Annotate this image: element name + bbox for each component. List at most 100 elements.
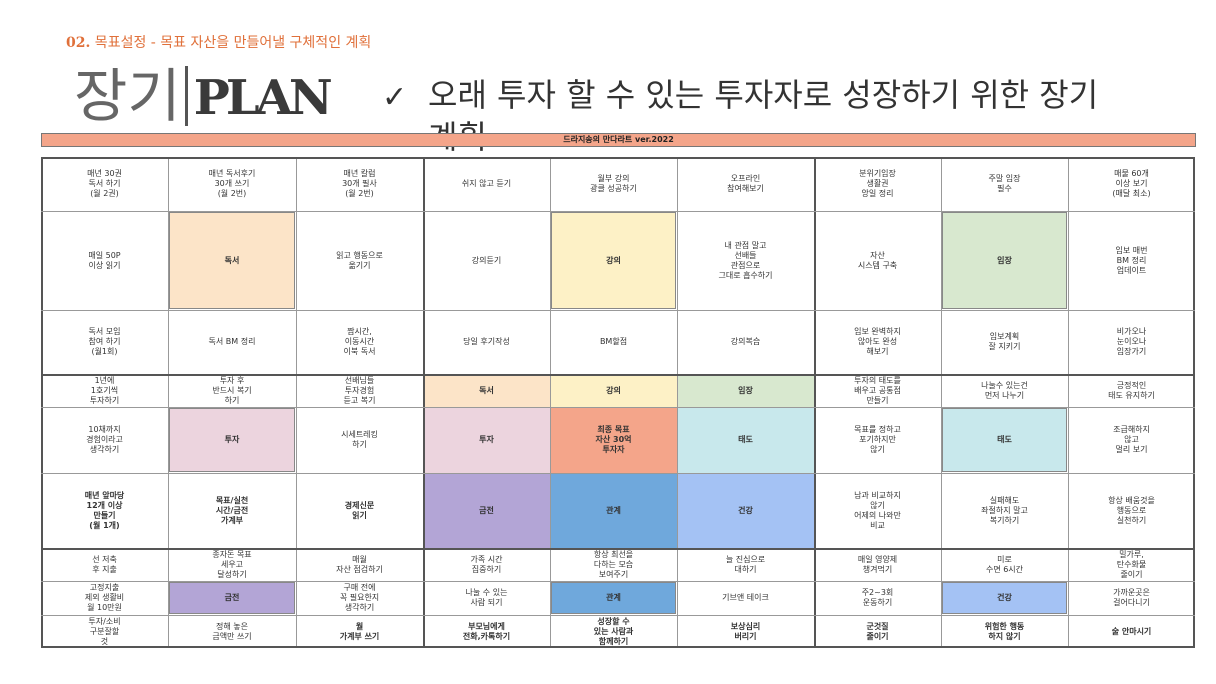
mandalart-cell: 시세트레킹 하기 xyxy=(341,430,378,449)
mandalart-cell: 건강 xyxy=(677,473,814,548)
mandalart-cell: 군것질 줄이기 xyxy=(866,621,889,641)
mandalart-cell: 가족 시간 집중하기 xyxy=(470,554,503,574)
mandalart-cell: 매년 30권 독서 하기 (월 2권) xyxy=(87,169,122,198)
mandalart-cell: 독서 xyxy=(169,212,295,309)
grid-line xyxy=(1068,157,1069,648)
mandalart-cell: 독서 모임 참여 하기 (월1회) xyxy=(88,327,121,356)
grid-line xyxy=(41,407,1195,408)
mandalart-cell: 구매 전에 꼭 필요한지 생각하기 xyxy=(339,583,380,612)
page-title-latin: PLAN xyxy=(193,70,333,126)
mandalart-cell: 관계 xyxy=(550,473,677,548)
mandalart-cell: 기브앤 테이크 xyxy=(722,593,769,602)
section-subtitle-text: 목표설정 - 목표 자산을 만들어낼 구체적인 계획 xyxy=(90,35,372,51)
mandalart-cell: 미로 수면 6시간 xyxy=(985,554,1024,574)
mandalart-cell: 독서 xyxy=(423,374,550,407)
mandalart-cell: 매년 독서후기 30개 쓰기 (월 2번) xyxy=(208,169,256,198)
mandalart-cell: 건강 xyxy=(942,582,1067,614)
grid-line xyxy=(677,157,678,648)
mandalart-cell: 투자 xyxy=(169,408,295,472)
mandalart-cell: 정해 놓은 금액만 쓰기 xyxy=(212,621,252,641)
mandalart-cell: 1년에 1호기씩 투자하기 xyxy=(89,375,120,405)
mandalart-cell: 임보 매번 BM 정리 업데이트 xyxy=(1115,245,1148,275)
grid-line xyxy=(423,157,425,648)
grid-line xyxy=(41,310,1195,311)
mandalart-cell: 고정지출 제외 생활비 월 10만원 xyxy=(84,583,125,612)
mandalart-cell: 임장 xyxy=(677,374,814,407)
mandalart-cell: 매월 자산 점검하기 xyxy=(336,554,383,574)
grid-line xyxy=(41,374,1195,376)
mandalart-cell: 강의 xyxy=(551,212,676,309)
mandalart-cell: 목표/실천 시간/금전 가계부 xyxy=(215,495,249,525)
mandalart-cell: 쉬지 않고 듣기 xyxy=(461,179,512,188)
mandalart-cell: 긍정적인 태도 유지하기 xyxy=(1108,380,1155,400)
mandalart-cell: 투자의 태도를 배우고 공통점 만들기 xyxy=(854,375,901,405)
mandalart-cell: 당일 후기작성 xyxy=(463,337,510,346)
mandalart-cell: 나눌수 있는건 먼저 나누기 xyxy=(981,380,1028,400)
mandalart-cell: 투자/소비 구분잘할 것 xyxy=(88,616,121,646)
grid-line xyxy=(41,157,1195,159)
grid-line xyxy=(296,157,297,648)
mandalart-cell: 태도 xyxy=(677,407,814,473)
mandalart-cell: 독서 BM 정리 xyxy=(208,337,256,346)
mandalart-cell: 금전 xyxy=(169,582,295,614)
mandalart-cell: 나눌 수 있는 사람 되기 xyxy=(465,588,508,607)
mandalart-grid: 매년 30권 독서 하기 (월 2권) 매년 독서후기 30개 쓰기 (월 2번)… xyxy=(41,157,1195,648)
grid-line xyxy=(1193,157,1195,648)
mandalart-cell: BM할점 xyxy=(599,337,628,346)
section-subtitle: 02. 목표설정 - 목표 자산을 만들어낼 구체적인 계획 xyxy=(66,32,371,52)
mandalart-cell: 최종 목표 자산 30억 투자자 xyxy=(550,407,677,473)
grid-line xyxy=(41,581,1195,582)
mandalart-cell: 분위기임장 생활권 앙일 정리 xyxy=(859,169,896,198)
mandalart-cell: 밀가루, 탄수화물 줄이기 xyxy=(1116,549,1147,579)
mandalart-cell: 위험한 행동 하지 않기 xyxy=(984,621,1025,641)
mandalart-cell: 10채까지 경험이라고 생각하기 xyxy=(86,425,123,454)
mandalart-cell: 오프라인 참여해보기 xyxy=(727,174,764,193)
mandalart-cell: 가까운곳은 걸어다니기 xyxy=(1113,588,1150,607)
grid-line xyxy=(41,646,1195,648)
mandalart-cell: 선배님들 투자경험 듣고 복기 xyxy=(343,375,376,405)
page-title-korean: 장기 xyxy=(74,62,181,130)
grid-line xyxy=(941,157,942,648)
mandalart-cell: 임보 완벽하지 않아도 완성 해보기 xyxy=(854,327,901,356)
mandalart-cell: 보상심리 버리기 xyxy=(730,621,761,641)
grid-line xyxy=(41,157,43,648)
section-number: 02. xyxy=(66,35,91,51)
mandalart-cell: 목표를 정하고 포기하지만 않기 xyxy=(854,425,901,454)
mandalart-cell: 경제신문 읽기 xyxy=(344,500,375,520)
mandalart-cell: 항상 최선을 다하는 모습 보여주기 xyxy=(593,549,634,579)
mandalart-cell: 읽고 행동으로 옮기기 xyxy=(336,250,383,270)
mandalart-cell: 월 가계부 쓰기 xyxy=(339,621,380,641)
checkmark-icon: ✓ xyxy=(382,80,408,115)
mandalart-cell: 남과 비교하지 않기 어제의 나와만 비교 xyxy=(854,490,901,530)
grid-line xyxy=(814,157,816,648)
mandalart-cell: 매일 영양제 챙겨먹기 xyxy=(857,554,898,574)
mandalart-cell: 투자 xyxy=(423,407,550,473)
mandalart-cell: 임보계획 잘 지키기 xyxy=(988,332,1021,351)
mandalart-cell: 술 안마시기 xyxy=(1111,626,1152,636)
grid-line xyxy=(41,615,1195,616)
mandalart-cell: 성장할 수 있는 사람과 함께하기 xyxy=(593,616,634,646)
mandalart-cell: 조급해하지 않고 멀리 보기 xyxy=(1113,425,1150,454)
mandalart-cell: 부모님에게 전화,카톡하기 xyxy=(462,621,511,641)
mandalart-cell: 내 관점 말고 선배들 관점으로 그대로 흡수하기 xyxy=(718,240,773,280)
mandalart-cell: 종자돈 목표 세우고 달성하기 xyxy=(212,549,252,579)
mandalart-cell: 매물 60개 이상 보기 (매달 최소) xyxy=(1112,169,1151,198)
grid-line xyxy=(41,548,1195,550)
page-title: 장기 PLAN xyxy=(74,58,333,130)
mandalart-cell: 관계 xyxy=(551,582,676,614)
mandalart-cell: 비가오나 눈이오나 임장가기 xyxy=(1116,327,1147,356)
mandalart-cell: 강의듣기 xyxy=(471,255,502,265)
mandalart-cell: 선 저축 후 지출 xyxy=(92,554,117,574)
mandalart-cell: 실패해도 좌절하지 말고 복기하기 xyxy=(981,495,1028,525)
mandalart-cell: 매일 50P 이상 읽기 xyxy=(88,250,121,270)
grid-line xyxy=(41,211,1195,212)
mandalart-cell: 짬시간, 이동시간 이북 독서 xyxy=(343,327,376,356)
grid-line xyxy=(550,157,551,648)
mandalart-cell: 항상 배움것을 행동으로 실천하기 xyxy=(1108,495,1155,525)
mandalart-cell: 강의 xyxy=(550,374,677,407)
mandalart-banner: 드라지송의 만다라트 ver.2022 xyxy=(41,133,1196,147)
mandalart-cell: 월부 강의 광클 성공하기 xyxy=(590,174,637,193)
mandalart-cell: 주2~3회 운동하기 xyxy=(861,588,894,607)
title-divider xyxy=(184,66,188,126)
mandalart-cell: 강의복습 xyxy=(730,337,761,346)
